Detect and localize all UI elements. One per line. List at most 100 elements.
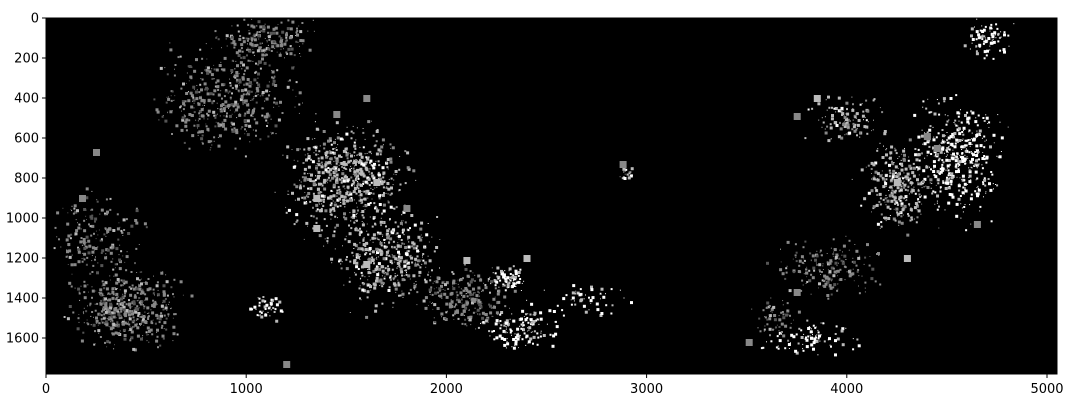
heatmap-cell bbox=[968, 131, 970, 133]
heatmap-cell bbox=[138, 244, 140, 245]
heatmap-cell bbox=[329, 179, 332, 182]
heatmap-cell bbox=[977, 151, 980, 153]
heatmap-cell bbox=[394, 170, 398, 173]
heatmap-cell bbox=[311, 160, 315, 164]
heatmap-cell bbox=[212, 110, 216, 114]
heatmap-cell bbox=[898, 190, 901, 193]
heatmap-cell bbox=[922, 143, 924, 145]
heatmap-cell bbox=[292, 165, 296, 169]
heatmap-cell bbox=[872, 129, 874, 131]
heatmap-cell bbox=[240, 56, 243, 59]
heatmap-cell bbox=[397, 250, 400, 254]
heatmap-cell bbox=[1003, 50, 1006, 54]
heatmap-cell bbox=[966, 139, 969, 142]
heatmap-cell bbox=[179, 106, 182, 109]
heatmap-cell bbox=[272, 79, 276, 83]
heatmap-cell bbox=[401, 214, 403, 216]
heatmap-cell bbox=[94, 220, 96, 223]
heatmap-cell bbox=[899, 199, 902, 202]
heatmap-cell bbox=[518, 347, 519, 349]
heatmap-cell bbox=[429, 293, 431, 295]
heatmap-cell bbox=[941, 140, 945, 144]
heatmap-cell bbox=[119, 314, 122, 317]
heatmap-cell bbox=[397, 266, 399, 267]
heatmap-cell bbox=[129, 293, 133, 297]
heatmap-cell bbox=[431, 236, 433, 238]
heatmap-cell bbox=[283, 42, 287, 46]
heatmap-cell bbox=[366, 296, 369, 299]
heatmap-cell bbox=[880, 221, 883, 224]
heatmap-cell bbox=[246, 48, 248, 51]
heatmap-cell bbox=[969, 138, 971, 140]
heatmap-cell bbox=[247, 90, 251, 94]
heatmap-cell bbox=[315, 166, 318, 170]
heatmap-cell bbox=[893, 198, 896, 201]
heatmap-cell bbox=[342, 138, 344, 141]
heatmap-cell bbox=[805, 345, 809, 349]
heatmap-cell bbox=[982, 181, 985, 184]
heatmap-cell bbox=[965, 149, 969, 153]
heatmap-cell bbox=[971, 42, 973, 44]
heatmap-cell bbox=[954, 156, 957, 159]
heatmap-cell bbox=[152, 299, 155, 302]
heatmap-cell bbox=[377, 171, 380, 174]
heatmap-cell bbox=[251, 18, 253, 20]
heatmap-cell bbox=[124, 292, 127, 295]
heatmap-cell bbox=[291, 20, 295, 24]
heatmap-cell bbox=[239, 84, 240, 86]
heatmap-cell bbox=[134, 294, 137, 297]
heatmap-cell bbox=[459, 278, 463, 281]
heatmap-cell bbox=[915, 166, 918, 169]
heatmap-cell bbox=[529, 337, 533, 341]
heatmap-cell bbox=[773, 314, 777, 317]
heatmap-cell bbox=[184, 120, 188, 124]
heatmap-cell bbox=[119, 289, 121, 291]
heatmap-cell bbox=[265, 53, 267, 55]
heatmap-cell bbox=[172, 325, 176, 329]
heatmap-cell bbox=[304, 192, 306, 193]
heatmap-cell bbox=[245, 82, 249, 86]
heatmap-cell bbox=[493, 305, 496, 309]
heatmap-cell bbox=[192, 98, 196, 102]
heatmap-cell bbox=[763, 330, 765, 332]
heatmap-cell bbox=[186, 72, 188, 74]
heatmap-cell bbox=[267, 31, 270, 34]
heatmap-cell bbox=[807, 108, 810, 111]
heatmap-cell bbox=[320, 229, 323, 232]
heatmap-cell bbox=[843, 125, 847, 128]
heatmap-cell bbox=[166, 294, 169, 297]
heatmap-cell bbox=[970, 151, 972, 153]
heatmap-cell bbox=[359, 155, 360, 156]
heatmap-cell bbox=[889, 154, 891, 156]
heatmap-cell bbox=[164, 306, 168, 310]
heatmap-cell bbox=[995, 23, 998, 26]
heatmap-cell bbox=[947, 115, 949, 117]
heatmap-cell bbox=[905, 200, 907, 202]
heatmap-cell bbox=[967, 157, 969, 159]
heatmap-cell bbox=[91, 311, 94, 313]
heatmap-cell bbox=[258, 301, 261, 304]
heatmap-cell bbox=[600, 292, 601, 294]
heatmap-cell bbox=[201, 142, 204, 145]
heatmap-cell bbox=[496, 292, 500, 296]
heatmap-cell bbox=[844, 134, 846, 136]
heatmap-cell bbox=[810, 273, 813, 276]
heatmap-patch bbox=[619, 161, 627, 168]
heatmap-cell bbox=[500, 311, 504, 314]
heatmap-cell bbox=[846, 126, 850, 130]
heatmap-cell bbox=[266, 25, 270, 29]
heatmap-cell bbox=[904, 204, 907, 207]
heatmap-cell bbox=[508, 282, 511, 284]
heatmap-cell bbox=[487, 280, 489, 282]
heatmap-cell bbox=[109, 279, 111, 281]
heatmap-cell bbox=[983, 178, 987, 182]
heatmap-cell bbox=[89, 225, 92, 228]
heatmap-cell bbox=[365, 156, 368, 159]
heatmap-cell bbox=[168, 303, 170, 305]
heatmap-cell bbox=[203, 82, 207, 86]
heatmap-cell bbox=[884, 216, 888, 220]
heatmap-cell bbox=[108, 293, 110, 295]
heatmap-cell bbox=[950, 142, 954, 146]
heatmap-cell bbox=[114, 263, 117, 266]
heatmap-cell bbox=[329, 204, 332, 207]
